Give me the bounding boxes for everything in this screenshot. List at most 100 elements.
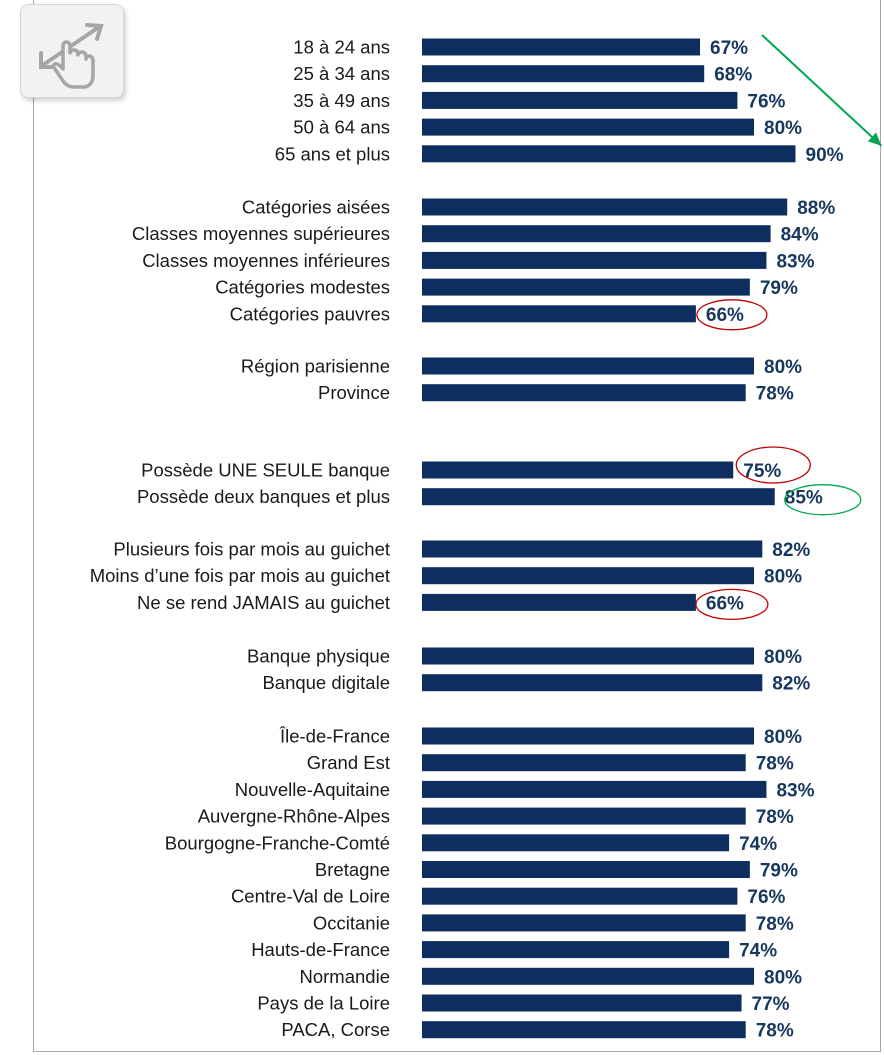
value-label: 83% (776, 251, 814, 272)
bar (422, 941, 730, 959)
bar (422, 251, 767, 269)
value-label: 75% (743, 461, 781, 482)
bar (422, 65, 705, 83)
value-label: 78% (756, 914, 794, 935)
category-label: Classes moyennes supérieures (132, 223, 390, 244)
category-label: PACA, Corse (281, 1019, 390, 1040)
category-label: Catégories modestes (215, 277, 390, 298)
value-label: 78% (756, 1021, 794, 1042)
category-label: Possède deux banques et plus (137, 486, 390, 507)
bar (422, 567, 754, 585)
value-label: 82% (772, 674, 810, 695)
bar (422, 357, 754, 375)
bar (422, 1021, 746, 1039)
value-label: 66% (706, 593, 744, 614)
value-label: 90% (806, 145, 844, 166)
highlight-ellipse (784, 484, 862, 516)
bar (422, 780, 767, 798)
value-label: 83% (776, 780, 814, 801)
value-label: 80% (764, 647, 802, 668)
value-label: 82% (772, 540, 810, 561)
category-label: Normandie (300, 966, 391, 987)
value-label: 78% (756, 754, 794, 775)
category-label: 65 ans et plus (275, 143, 390, 164)
category-label: Région parisienne (241, 356, 390, 377)
bar (422, 540, 763, 558)
chart-frame (33, 0, 881, 1052)
bar (422, 91, 738, 109)
bar (422, 674, 763, 692)
bar (422, 967, 754, 985)
category-label: Classes moyennes inférieures (142, 250, 390, 271)
value-label: 79% (760, 861, 798, 882)
bar (422, 225, 771, 243)
value-label: 76% (747, 887, 785, 908)
category-label: Moins d’une fois par mois au guichet (90, 565, 390, 586)
bar (422, 384, 746, 402)
value-label: 77% (752, 994, 790, 1015)
category-label: 18 à 24 ans (293, 37, 390, 58)
category-label: Auvergne-Rhône-Alpes (198, 806, 390, 827)
bar (422, 994, 742, 1012)
bar (422, 278, 750, 296)
bar (422, 834, 730, 852)
category-label: Bretagne (315, 859, 390, 880)
category-label: Catégories aisées (242, 197, 390, 218)
value-label: 80% (764, 357, 802, 378)
category-label: Grand Est (307, 752, 390, 773)
bar (422, 861, 750, 878)
bar (422, 461, 734, 479)
category-label: Bourgogne-Franche-Comté (165, 832, 390, 853)
bar (422, 593, 696, 611)
category-label: Hauts-de-France (251, 939, 390, 960)
category-label: 50 à 64 ans (293, 117, 390, 138)
value-label: 78% (756, 807, 794, 828)
value-label: 74% (739, 941, 777, 962)
value-label: 67% (710, 38, 748, 59)
value-label: 80% (764, 567, 802, 588)
bar (422, 754, 746, 772)
value-label: 80% (764, 967, 802, 988)
highlight-ellipse (695, 588, 769, 621)
category-label: Centre-Val de Loire (231, 886, 390, 907)
bar (422, 727, 754, 745)
bar (422, 647, 754, 665)
value-label: 84% (781, 225, 819, 246)
value-label: 85% (785, 488, 823, 509)
bar (422, 914, 746, 932)
highlight-ellipse (735, 446, 811, 484)
category-label: Plusieurs fois par mois au guichet (113, 539, 390, 560)
value-label: 76% (747, 91, 785, 112)
trend-arrowhead (867, 132, 882, 146)
trend-arrow (761, 34, 883, 147)
value-label: 74% (739, 834, 777, 855)
value-label: 79% (760, 278, 798, 299)
category-label: Banque physique (247, 646, 390, 667)
bar (422, 488, 775, 506)
category-label: Île-de-France (279, 726, 390, 747)
value-label: 66% (706, 305, 744, 326)
category-label: Banque digitale (262, 672, 390, 693)
bar (422, 807, 746, 825)
value-label: 88% (797, 198, 835, 219)
category-label: Occitanie (313, 912, 390, 933)
bar (422, 38, 701, 56)
category-label: Province (318, 382, 390, 403)
bar (422, 198, 788, 216)
highlight-ellipse (696, 299, 768, 331)
value-label: 80% (764, 118, 802, 139)
bar (422, 118, 754, 136)
value-label: 78% (756, 384, 794, 405)
category-label: Possède UNE SEULE banque (141, 460, 390, 481)
category-label: Nouvelle-Aquitaine (235, 779, 390, 800)
category-label: Ne se rend JAMAIS au guichet (137, 592, 390, 613)
value-label: 68% (714, 65, 752, 86)
bar (422, 887, 738, 905)
category-label: 35 à 49 ans (293, 90, 390, 111)
touch-gesture-icon (20, 4, 124, 98)
category-label: Pays de la Loire (257, 993, 390, 1014)
bar (422, 305, 696, 323)
category-label: 25 à 34 ans (293, 63, 390, 84)
value-label: 80% (764, 727, 802, 748)
